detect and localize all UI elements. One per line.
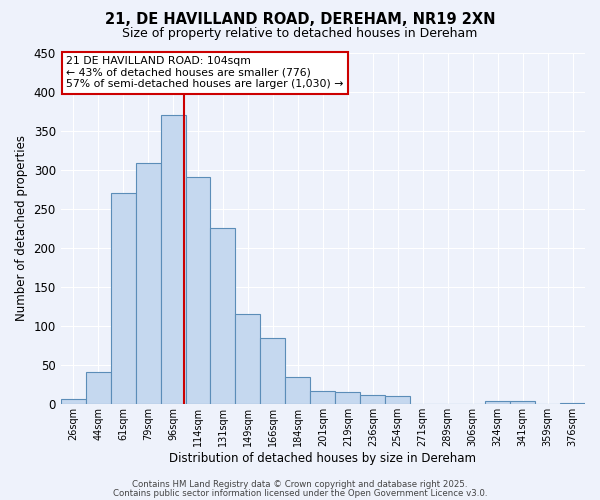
Text: Contains public sector information licensed under the Open Government Licence v3: Contains public sector information licen… — [113, 488, 487, 498]
Bar — [211, 228, 235, 404]
Bar — [385, 396, 410, 404]
Bar — [260, 338, 286, 404]
Bar — [86, 372, 110, 404]
Bar — [136, 162, 161, 404]
Bar — [560, 402, 585, 404]
X-axis label: Distribution of detached houses by size in Dereham: Distribution of detached houses by size … — [169, 452, 476, 465]
Y-axis label: Number of detached properties: Number of detached properties — [15, 136, 28, 322]
Bar — [485, 401, 510, 404]
Text: Contains HM Land Registry data © Crown copyright and database right 2025.: Contains HM Land Registry data © Crown c… — [132, 480, 468, 489]
Bar — [286, 377, 310, 404]
Bar — [235, 314, 260, 404]
Bar — [510, 401, 535, 404]
Bar — [360, 395, 385, 404]
Bar — [161, 115, 185, 405]
Bar — [185, 177, 211, 404]
Text: Size of property relative to detached houses in Dereham: Size of property relative to detached ho… — [122, 28, 478, 40]
Bar — [335, 392, 360, 404]
Bar — [61, 399, 86, 404]
Bar — [310, 391, 335, 404]
Bar — [110, 193, 136, 404]
Text: 21, DE HAVILLAND ROAD, DEREHAM, NR19 2XN: 21, DE HAVILLAND ROAD, DEREHAM, NR19 2XN — [105, 12, 495, 28]
Text: 21 DE HAVILLAND ROAD: 104sqm
← 43% of detached houses are smaller (776)
57% of s: 21 DE HAVILLAND ROAD: 104sqm ← 43% of de… — [66, 56, 343, 89]
